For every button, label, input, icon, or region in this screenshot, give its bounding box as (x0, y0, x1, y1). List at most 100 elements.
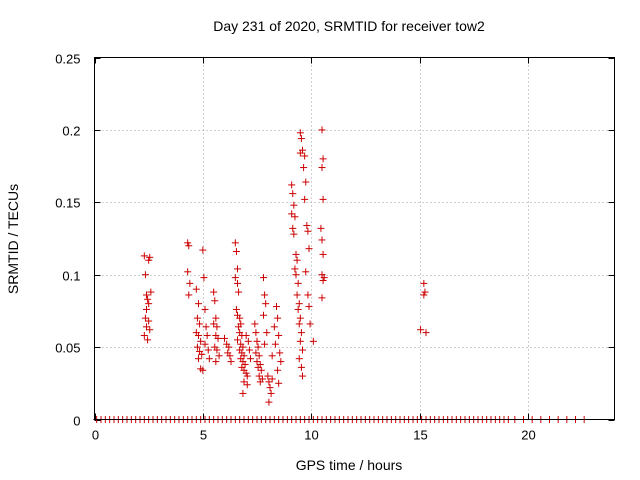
data-point (276, 349, 284, 357)
data-point (265, 398, 273, 406)
data-point (275, 379, 283, 387)
data-point (200, 274, 208, 282)
data-point (320, 274, 328, 282)
data-point (231, 274, 239, 282)
data-point (318, 164, 326, 172)
data-point (252, 349, 260, 357)
data-point (145, 300, 153, 308)
data-point (290, 230, 298, 238)
data-point (240, 352, 248, 360)
data-point (319, 195, 327, 203)
data-point (212, 358, 220, 366)
data-point (241, 360, 249, 368)
data-point (309, 337, 317, 345)
data-point (195, 300, 202, 308)
data-point (234, 279, 241, 287)
y-tick-label: 0.15 (55, 196, 80, 211)
data-point (277, 358, 285, 366)
data-point (270, 323, 278, 331)
data-point (293, 256, 301, 264)
data-point (274, 314, 282, 322)
data-point (263, 329, 271, 337)
data-point (239, 389, 247, 397)
data-point (256, 378, 264, 386)
data-point (232, 248, 240, 256)
y-tick-label: 0 (73, 414, 80, 429)
data-point (268, 375, 276, 383)
data-point (147, 288, 155, 296)
data-point (195, 355, 202, 363)
data-point (184, 268, 192, 276)
y-tick-label: 0.2 (62, 124, 80, 139)
data-point (288, 181, 296, 189)
data-point (144, 295, 152, 303)
data-point (145, 256, 153, 264)
data-point (292, 271, 300, 279)
data-point (185, 242, 193, 250)
data-point (289, 224, 297, 232)
data-point (296, 314, 304, 322)
data-point (186, 279, 194, 287)
data-point (144, 336, 152, 344)
data-point (302, 178, 310, 186)
data-point (242, 332, 250, 340)
data-point (295, 300, 303, 308)
y-tick-label: 0.25 (55, 52, 80, 67)
data-point (239, 343, 247, 351)
data-point (294, 279, 302, 287)
y-tick-label: 0.05 (55, 341, 80, 356)
data-point (243, 381, 251, 389)
data-point (318, 126, 326, 134)
data-point (296, 149, 304, 157)
data-point (297, 135, 305, 143)
data-point (297, 329, 305, 337)
data-point (185, 291, 193, 299)
data-point (199, 246, 207, 254)
data-point (420, 291, 428, 299)
data-point (260, 274, 267, 282)
data-point (184, 239, 192, 247)
data-point (262, 300, 270, 308)
data-point (146, 326, 154, 334)
data-point (244, 337, 252, 345)
data-point (210, 288, 218, 296)
data-point (240, 378, 248, 386)
data-point (264, 372, 272, 380)
data-point (197, 337, 205, 345)
data-point (199, 366, 207, 374)
data-point (145, 317, 153, 325)
data-point (421, 288, 429, 296)
data-point (255, 352, 263, 360)
data-point (234, 336, 241, 344)
data-point (204, 346, 212, 354)
x-axis-label: GPS time / hours (296, 457, 403, 473)
data-point (141, 271, 149, 279)
data-point (215, 352, 223, 360)
data-point (302, 268, 310, 276)
data-point (254, 363, 262, 371)
data-point (292, 250, 300, 258)
data-point (140, 252, 148, 260)
data-point (193, 314, 201, 322)
data-point (297, 363, 305, 371)
data-point (305, 303, 313, 311)
y-tick-label: 0.1 (62, 269, 80, 284)
data-point (296, 129, 304, 137)
data-point (227, 358, 235, 366)
data-point (273, 303, 280, 311)
data-point (243, 372, 251, 380)
data-point (293, 291, 301, 299)
data-point (205, 355, 213, 363)
data-point (266, 384, 274, 392)
data-point (318, 236, 326, 244)
data-point (305, 245, 313, 253)
data-point (255, 372, 263, 380)
data-point (291, 213, 299, 221)
data-point (235, 288, 243, 296)
data-point (242, 369, 250, 377)
y-axis-label: SRMTID / TECUs (5, 184, 21, 294)
data-point (140, 332, 148, 340)
data-point (193, 343, 201, 351)
chart-title: Day 231 of 2020, SRMTID for receiver tow… (213, 18, 485, 34)
